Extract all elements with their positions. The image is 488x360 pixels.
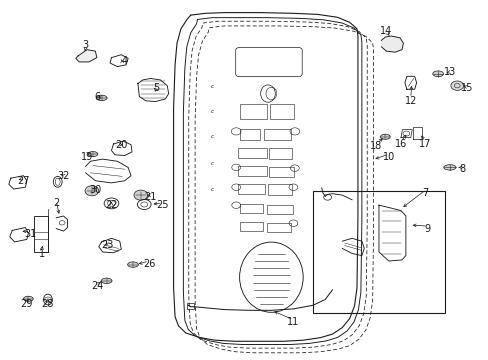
Text: 21: 21 bbox=[144, 192, 157, 202]
Bar bbox=[239, 222, 263, 231]
Bar bbox=[268, 167, 294, 177]
Bar bbox=[312, 191, 444, 313]
Bar bbox=[266, 205, 293, 214]
Text: 5: 5 bbox=[153, 83, 159, 93]
Text: 25: 25 bbox=[156, 200, 169, 210]
Text: c: c bbox=[211, 109, 214, 114]
Text: 22: 22 bbox=[105, 200, 118, 210]
Bar bbox=[238, 184, 264, 194]
Polygon shape bbox=[381, 36, 403, 52]
Text: 26: 26 bbox=[142, 258, 155, 269]
Text: 28: 28 bbox=[41, 299, 54, 309]
Ellipse shape bbox=[101, 278, 112, 284]
Text: 11: 11 bbox=[286, 317, 299, 327]
Circle shape bbox=[134, 190, 147, 200]
Text: 4: 4 bbox=[122, 56, 127, 66]
Text: 15: 15 bbox=[460, 83, 472, 93]
Bar bbox=[238, 148, 267, 158]
Text: 19: 19 bbox=[81, 152, 93, 162]
Text: 12: 12 bbox=[404, 96, 416, 106]
Bar bbox=[264, 129, 290, 140]
Text: c: c bbox=[211, 161, 214, 166]
Bar bbox=[34, 216, 48, 252]
Text: 31: 31 bbox=[24, 229, 37, 239]
Bar bbox=[239, 204, 263, 213]
Text: 9: 9 bbox=[424, 224, 430, 234]
Bar bbox=[268, 148, 292, 159]
Text: 32: 32 bbox=[57, 171, 70, 181]
Text: c: c bbox=[211, 84, 214, 89]
Text: 18: 18 bbox=[369, 141, 382, 151]
Bar bbox=[266, 223, 290, 232]
Text: 14: 14 bbox=[379, 26, 392, 36]
Ellipse shape bbox=[88, 152, 98, 157]
Text: 7: 7 bbox=[422, 188, 427, 198]
Text: 17: 17 bbox=[418, 139, 431, 149]
Text: 2: 2 bbox=[53, 198, 59, 208]
Text: c: c bbox=[211, 134, 214, 139]
Text: 30: 30 bbox=[89, 185, 102, 195]
Ellipse shape bbox=[432, 71, 443, 77]
Ellipse shape bbox=[380, 134, 389, 139]
Text: 29: 29 bbox=[20, 299, 33, 309]
Bar bbox=[239, 104, 266, 119]
Polygon shape bbox=[76, 50, 97, 62]
Text: 1: 1 bbox=[39, 249, 44, 259]
Bar bbox=[270, 104, 293, 119]
Ellipse shape bbox=[23, 296, 33, 301]
Text: 23: 23 bbox=[101, 240, 114, 250]
Text: 27: 27 bbox=[17, 176, 30, 186]
Text: 3: 3 bbox=[82, 40, 88, 50]
Circle shape bbox=[85, 186, 99, 196]
Ellipse shape bbox=[96, 95, 107, 101]
Ellipse shape bbox=[127, 262, 138, 267]
Ellipse shape bbox=[443, 165, 455, 170]
Text: c: c bbox=[211, 186, 214, 192]
Text: 6: 6 bbox=[95, 92, 101, 102]
Text: 8: 8 bbox=[458, 164, 464, 174]
Text: 20: 20 bbox=[115, 140, 127, 150]
Bar bbox=[186, 303, 193, 309]
Bar bbox=[239, 129, 260, 140]
Text: 10: 10 bbox=[382, 152, 394, 162]
Text: 16: 16 bbox=[394, 139, 407, 149]
Text: 13: 13 bbox=[443, 67, 455, 77]
Bar bbox=[267, 184, 292, 195]
Circle shape bbox=[450, 81, 463, 90]
Bar bbox=[238, 166, 266, 176]
Text: 24: 24 bbox=[91, 281, 104, 291]
